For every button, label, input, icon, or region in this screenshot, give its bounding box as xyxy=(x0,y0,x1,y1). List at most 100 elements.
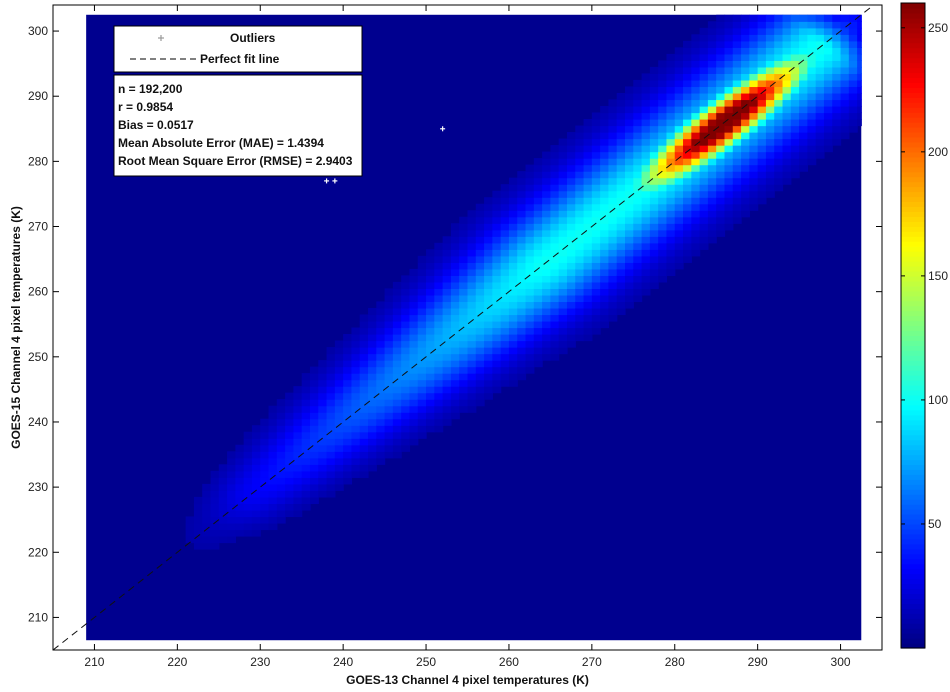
heatmap-cell xyxy=(625,203,634,211)
heatmap-cell xyxy=(467,327,477,335)
heatmap-cell xyxy=(202,509,212,518)
heatmap-cell xyxy=(368,327,377,335)
heatmap-cell xyxy=(542,249,551,257)
heatmap-cell xyxy=(799,164,808,172)
heatmap-cell xyxy=(550,242,560,250)
heatmap-cell xyxy=(600,203,610,211)
heatmap-cell xyxy=(691,190,701,198)
heatmap-cell xyxy=(749,60,759,68)
heatmap-cell xyxy=(533,190,543,198)
heatmap-cell xyxy=(426,334,435,342)
heatmap-cell xyxy=(542,223,551,231)
heatmap-cell xyxy=(301,477,311,485)
heatmap-cell xyxy=(525,334,535,342)
heatmap-cell xyxy=(600,307,610,316)
heatmap-cell xyxy=(732,27,742,35)
heatmap-cell xyxy=(500,210,510,218)
colorbar-segment xyxy=(901,494,925,500)
heatmap-cell xyxy=(575,249,585,257)
heatmap-cell xyxy=(467,236,477,244)
heatmap-cell xyxy=(558,164,568,172)
heatmap-cell xyxy=(484,203,493,211)
heatmap-cell xyxy=(633,145,643,153)
heatmap-cell xyxy=(542,203,551,211)
heatmap-cell xyxy=(417,366,427,374)
heatmap-cell xyxy=(508,184,518,192)
heatmap-cell xyxy=(699,119,709,127)
heatmap-cell xyxy=(616,223,626,231)
heatmap-cell xyxy=(649,184,659,192)
heatmap-cell xyxy=(409,392,419,400)
heatmap-cell xyxy=(658,132,668,140)
heatmap-cell xyxy=(774,40,784,48)
heatmap-cell xyxy=(716,99,726,107)
heatmap-cell xyxy=(368,314,377,322)
heatmap-cell xyxy=(583,164,593,172)
heatmap-cell xyxy=(484,334,493,342)
heatmap-cell xyxy=(251,464,261,472)
heatmap-cell xyxy=(533,347,543,355)
heatmap-cell xyxy=(575,281,585,290)
colorbar-segment xyxy=(901,558,925,565)
heatmap-cell xyxy=(401,327,411,335)
heatmap-cell xyxy=(450,262,460,270)
heatmap-cell xyxy=(591,138,601,146)
colorbar-segment xyxy=(901,548,925,555)
heatmap-cell xyxy=(450,327,460,335)
heatmap-cell xyxy=(716,132,726,140)
heatmap-cell xyxy=(707,216,717,224)
heatmap-cell xyxy=(442,236,452,244)
heatmap-cell xyxy=(649,262,659,270)
heatmap-cell xyxy=(525,307,535,316)
heatmap-cell xyxy=(359,366,369,374)
heatmap-cell xyxy=(517,320,527,329)
heatmap-cell xyxy=(633,158,643,166)
heatmap-cell xyxy=(840,34,850,42)
heatmap-cell xyxy=(782,27,792,35)
heatmap-cell xyxy=(575,164,585,172)
y-tick-label: 300 xyxy=(28,24,48,38)
heatmap-cell xyxy=(691,34,701,42)
heatmap-cell xyxy=(683,158,692,166)
heatmap-cell xyxy=(202,496,212,505)
heatmap-cell xyxy=(666,105,676,114)
heatmap-cell xyxy=(276,438,286,446)
heatmap-cell xyxy=(517,177,527,185)
heatmap-cell xyxy=(732,119,742,127)
heatmap-cell xyxy=(517,307,527,316)
heatmap-cell xyxy=(583,327,593,335)
heatmap-cell xyxy=(707,112,717,120)
heatmap-cell xyxy=(442,347,452,355)
heatmap-cell xyxy=(550,275,560,283)
heatmap-cell xyxy=(683,171,692,179)
heatmap-cell xyxy=(351,425,361,433)
heatmap-cell xyxy=(268,516,278,524)
heatmap-cell xyxy=(732,177,742,185)
colorbar-segment xyxy=(901,380,925,386)
heatmap-cell xyxy=(533,288,543,296)
heatmap-cell xyxy=(600,268,610,276)
heatmap-cell xyxy=(542,301,551,309)
colorbar-segment xyxy=(901,573,925,580)
heatmap-cell xyxy=(741,158,750,166)
heatmap-cell xyxy=(823,105,833,114)
heatmap-cell xyxy=(774,177,784,185)
heatmap-cell xyxy=(202,522,212,531)
heatmap-cell xyxy=(699,92,709,101)
heatmap-cell xyxy=(475,301,485,309)
heatmap-cell xyxy=(368,399,377,407)
heatmap-cell xyxy=(326,425,336,433)
heatmap-cell xyxy=(716,151,726,159)
heatmap-cell xyxy=(442,249,452,257)
heatmap-cell xyxy=(724,138,734,146)
heatmap-cell xyxy=(683,79,692,88)
heatmap-cell xyxy=(334,379,344,387)
heatmap-cell xyxy=(707,86,717,94)
heatmap-cell xyxy=(633,79,643,88)
heatmap-cell xyxy=(658,190,668,198)
heatmap-cell xyxy=(351,379,361,387)
heatmap-cell xyxy=(475,268,485,276)
heatmap-cell xyxy=(683,66,692,75)
heatmap-cell xyxy=(625,242,634,250)
heatmap-cell xyxy=(716,197,726,205)
